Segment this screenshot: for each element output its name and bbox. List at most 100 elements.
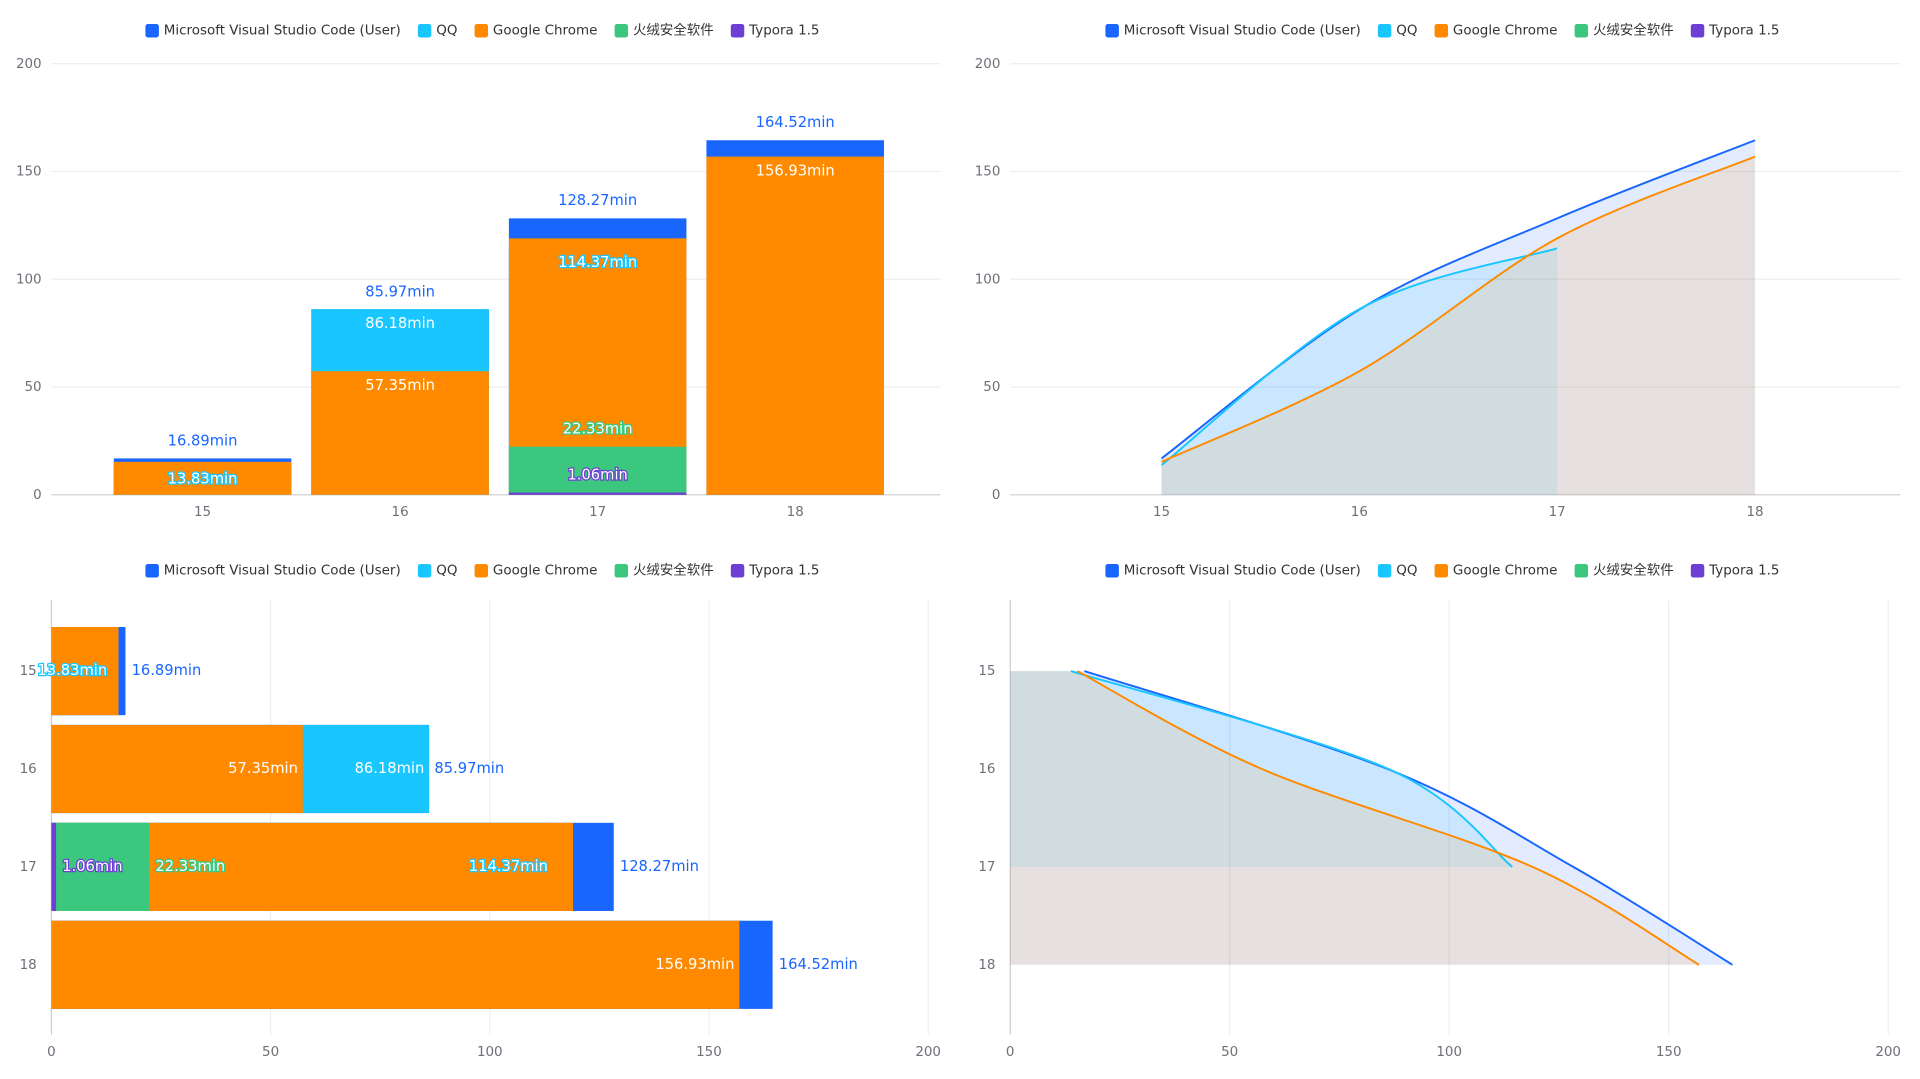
- legend-item[interactable]: 火绒安全软件: [1574, 562, 1674, 579]
- legend-label: Typora 1.5: [748, 24, 819, 39]
- legend-label: QQ: [1396, 564, 1417, 579]
- y-tick-label: 100: [975, 272, 1001, 287]
- y-tick-label: 17: [978, 860, 995, 875]
- chart: Microsoft Visual Studio Code (User) QQ Goo…: [20, 562, 941, 1060]
- legend-item[interactable]: Google Chrome: [474, 24, 598, 39]
- legend-swatch: [1377, 563, 1392, 578]
- legend-swatch: [1105, 563, 1119, 578]
- legend-swatch: [730, 23, 745, 38]
- legend-item[interactable]: Typora 1.5: [1690, 563, 1780, 579]
- legend-swatch: [474, 563, 489, 578]
- legend-item[interactable]: Microsoft Visual Studio Code (User): [145, 563, 401, 579]
- legend-item[interactable]: QQ: [417, 23, 458, 39]
- legend-item[interactable]: Microsoft Visual Studio Code (User): [1105, 24, 1361, 39]
- legend: Microsoft Visual Studio Code (User) QQ Goo…: [145, 562, 819, 579]
- data-label: 1.06min: [567, 466, 627, 483]
- bar: [51, 822, 150, 911]
- y-tick-label: 0: [33, 488, 42, 503]
- bar: [51, 627, 119, 716]
- legend-item[interactable]: Microsoft Visual Studio Code (User): [145, 23, 401, 39]
- legend-swatch: [1434, 563, 1449, 578]
- legend-item[interactable]: Microsoft Visual Studio Code (User): [1105, 563, 1361, 579]
- y-tick-label: 150: [975, 165, 1001, 180]
- y-tick-label: 200: [16, 57, 42, 72]
- legend-swatch: [417, 23, 432, 38]
- data-label: 156.93min: [756, 162, 835, 179]
- legend-item[interactable]: Typora 1.5: [730, 23, 820, 39]
- data-label: 86.18min: [365, 315, 435, 332]
- legend-item[interactable]: Typora 1.5: [730, 564, 820, 579]
- legend-item[interactable]: 火绒安全软件: [614, 562, 714, 579]
- legend-label: QQ: [436, 24, 457, 39]
- y-tick-label: 100: [16, 272, 42, 287]
- y-tick-label: 0: [992, 488, 1001, 503]
- x-tick-label: 15: [1153, 505, 1170, 520]
- legend-label: Google Chrome: [493, 564, 597, 579]
- area: [1010, 671, 1733, 965]
- legend-item[interactable]: 火绒安全软件: [1574, 22, 1674, 39]
- legend: Microsoft Visual Studio Code (User) QQ Goo…: [1105, 562, 1779, 579]
- x-tick-label: 200: [1875, 1045, 1901, 1060]
- data-label: 22.33min: [563, 421, 633, 438]
- legend-item[interactable]: Typora 1.5: [1690, 24, 1780, 39]
- legend-item[interactable]: QQ: [417, 564, 458, 579]
- data-label: 114.37min: [469, 858, 548, 875]
- y-tick-label: 16: [20, 762, 37, 777]
- x-tick-label: 0: [1006, 1045, 1015, 1060]
- legend-item[interactable]: 火绒安全软件: [614, 22, 714, 39]
- area: [1161, 140, 1756, 495]
- legend-label: Typora 1.5: [1708, 24, 1779, 39]
- legend-swatch: [1690, 563, 1705, 578]
- legend-label: Microsoft Visual Studio Code (User): [164, 564, 401, 579]
- y-tick-label: 15: [20, 664, 37, 679]
- x-tick-label: 200: [915, 1045, 941, 1060]
- data-label: 22.33min: [155, 858, 225, 875]
- legend-label: Microsoft Visual Studio Code (User): [164, 24, 401, 39]
- bar: [51, 920, 740, 1009]
- bar: [311, 371, 489, 495]
- data-label: 86.18min: [355, 760, 425, 777]
- legend-label: 火绒安全软件: [633, 562, 714, 579]
- y-tick-label: 18: [978, 958, 995, 973]
- legend-item[interactable]: Google Chrome: [1434, 563, 1558, 579]
- legend-swatch: [145, 563, 159, 578]
- legend-item[interactable]: QQ: [1377, 23, 1418, 39]
- bar: [113, 461, 292, 495]
- x-tick-label: 18: [1746, 505, 1763, 520]
- chart: Microsoft Visual Studio Code (User) QQ Goo…: [975, 22, 1901, 520]
- y-tick-label: 15: [978, 664, 995, 679]
- x-tick-label: 100: [477, 1045, 503, 1060]
- legend-item[interactable]: Google Chrome: [1434, 24, 1558, 39]
- legend: Microsoft Visual Studio Code (User) QQ Goo…: [1105, 22, 1779, 39]
- y-tick-label: 16: [978, 762, 995, 777]
- x-tick-label: 16: [1351, 505, 1368, 520]
- bar: [706, 156, 884, 495]
- data-label: 13.83min: [168, 471, 238, 488]
- y-tick-label: 200: [975, 57, 1001, 72]
- data-label: 16.89min: [132, 662, 202, 679]
- chart: Microsoft Visual Studio Code (User) QQ Goo…: [978, 562, 1901, 1060]
- data-label: 164.52min: [779, 956, 858, 973]
- legend-item[interactable]: Google Chrome: [474, 563, 598, 579]
- y-tick-label: 50: [983, 380, 1000, 395]
- legend: Microsoft Visual Studio Code (User) QQ Goo…: [145, 22, 819, 39]
- line: [1161, 155, 1756, 463]
- line: [1070, 670, 1513, 868]
- x-tick-label: 150: [1656, 1045, 1682, 1060]
- x-tick-label: 150: [696, 1045, 722, 1060]
- data-label: 128.27min: [558, 192, 637, 209]
- legend-swatch: [1377, 23, 1392, 38]
- legend-label: 火绒安全软件: [1593, 22, 1674, 39]
- legend-swatch: [145, 23, 159, 38]
- y-tick-label: 17: [20, 860, 37, 875]
- data-label: 85.97min: [434, 760, 504, 777]
- bar: [51, 822, 57, 911]
- legend-swatch: [614, 23, 629, 38]
- data-label: 57.35min: [365, 377, 435, 394]
- legend-item[interactable]: QQ: [1377, 563, 1418, 579]
- y-tick-label: 150: [16, 165, 42, 180]
- legend-label: Google Chrome: [1453, 24, 1558, 39]
- legend-label: Microsoft Visual Studio Code (User): [1124, 24, 1361, 39]
- legend-label: 火绒安全软件: [1593, 562, 1674, 579]
